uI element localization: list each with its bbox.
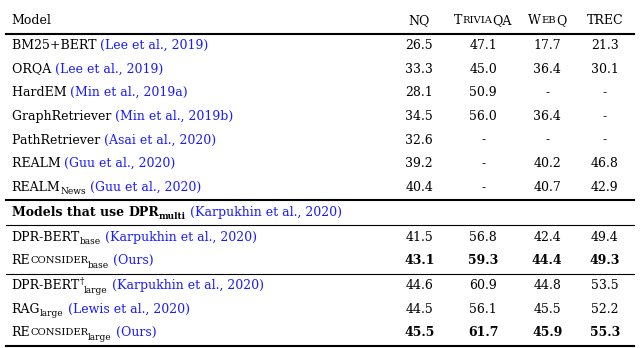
Text: 41.5: 41.5: [405, 231, 433, 244]
Text: HardEM: HardEM: [12, 86, 70, 99]
Text: (Lewis et al., 2020): (Lewis et al., 2020): [63, 303, 189, 316]
Text: 59.3: 59.3: [468, 254, 499, 267]
Text: DPR-BERT: DPR-BERT: [12, 231, 80, 244]
Text: 52.2: 52.2: [591, 303, 618, 316]
Text: BM25+BERT: BM25+BERT: [12, 39, 100, 52]
Text: 55.3: 55.3: [589, 326, 620, 339]
Text: 43.1: 43.1: [404, 254, 435, 267]
Text: base: base: [88, 261, 109, 270]
Text: 49.4: 49.4: [591, 231, 619, 244]
Text: 32.6: 32.6: [405, 134, 433, 147]
Text: (Karpukhin et al., 2020): (Karpukhin et al., 2020): [186, 206, 342, 219]
Text: (Min et al., 2019a): (Min et al., 2019a): [70, 86, 188, 99]
Text: base: base: [80, 237, 101, 246]
Text: 56.1: 56.1: [469, 303, 497, 316]
Text: TREC: TREC: [586, 14, 623, 27]
Text: NQ: NQ: [408, 14, 430, 27]
Text: RE: RE: [12, 326, 30, 339]
Text: 42.4: 42.4: [533, 231, 561, 244]
Text: large: large: [84, 286, 108, 295]
Text: News: News: [60, 187, 86, 196]
Text: -: -: [481, 134, 485, 147]
Text: 53.5: 53.5: [591, 279, 619, 292]
Text: large: large: [40, 309, 63, 318]
Text: 40.2: 40.2: [533, 157, 561, 170]
Text: 46.8: 46.8: [591, 157, 619, 170]
Text: 45.9: 45.9: [532, 326, 563, 339]
Text: 60.9: 60.9: [469, 279, 497, 292]
Text: 56.8: 56.8: [469, 231, 497, 244]
Text: 42.9: 42.9: [591, 181, 619, 194]
Text: (Lee et al., 2019): (Lee et al., 2019): [100, 39, 208, 52]
Text: -: -: [603, 134, 607, 147]
Text: (Karpukhin et al., 2020): (Karpukhin et al., 2020): [101, 231, 257, 244]
Text: -: -: [603, 110, 607, 123]
Text: 47.1: 47.1: [469, 39, 497, 52]
Text: GraphRetriever: GraphRetriever: [12, 110, 115, 123]
Text: †: †: [80, 277, 84, 286]
Text: QA: QA: [493, 14, 512, 27]
Text: 26.5: 26.5: [405, 39, 433, 52]
Text: 40.7: 40.7: [533, 181, 561, 194]
Text: Models that use: Models that use: [12, 206, 128, 219]
Text: 17.7: 17.7: [533, 39, 561, 52]
Text: DPR: DPR: [128, 206, 159, 219]
Text: 40.4: 40.4: [405, 181, 433, 194]
Text: 39.2: 39.2: [405, 157, 433, 170]
Text: large: large: [88, 333, 112, 342]
Text: 61.7: 61.7: [468, 326, 499, 339]
Text: Model: Model: [12, 14, 51, 27]
Text: -: -: [545, 134, 549, 147]
Text: EB: EB: [541, 16, 556, 25]
Text: RE: RE: [12, 254, 30, 267]
Text: CONSIDER: CONSIDER: [30, 329, 88, 338]
Text: 44.6: 44.6: [405, 279, 433, 292]
Text: CONSIDER: CONSIDER: [30, 256, 88, 265]
Text: 56.0: 56.0: [469, 110, 497, 123]
Text: 36.4: 36.4: [533, 63, 561, 76]
Text: (Ours): (Ours): [109, 254, 154, 267]
Text: 30.1: 30.1: [591, 63, 619, 76]
Text: RIVIA: RIVIA: [463, 16, 493, 25]
Text: (Guu et al., 2020): (Guu et al., 2020): [64, 157, 175, 170]
Text: 45.5: 45.5: [533, 303, 561, 316]
Text: T: T: [454, 14, 463, 27]
Text: ORQA: ORQA: [12, 63, 55, 76]
Text: (Min et al., 2019b): (Min et al., 2019b): [115, 110, 233, 123]
Text: -: -: [545, 86, 549, 99]
Text: (Asai et al., 2020): (Asai et al., 2020): [104, 134, 216, 147]
Text: RAG: RAG: [12, 303, 40, 316]
Text: (Ours): (Ours): [112, 326, 157, 339]
Text: 28.1: 28.1: [405, 86, 433, 99]
Text: REALM: REALM: [12, 157, 64, 170]
Text: (Guu et al., 2020): (Guu et al., 2020): [86, 181, 201, 194]
Text: 49.3: 49.3: [589, 254, 620, 267]
Text: Q: Q: [556, 14, 566, 27]
Text: (Lee et al., 2019): (Lee et al., 2019): [55, 63, 163, 76]
Text: 44.5: 44.5: [405, 303, 433, 316]
Text: DPR-BERT: DPR-BERT: [12, 279, 80, 292]
Text: 33.3: 33.3: [405, 63, 433, 76]
Text: 36.4: 36.4: [533, 110, 561, 123]
Text: 50.9: 50.9: [469, 86, 497, 99]
Text: -: -: [481, 181, 485, 194]
Text: (Karpukhin et al., 2020): (Karpukhin et al., 2020): [108, 279, 264, 292]
Text: REALM: REALM: [12, 181, 60, 194]
Text: multi: multi: [159, 212, 186, 221]
Text: PathRetriever: PathRetriever: [12, 134, 104, 147]
Text: 45.5: 45.5: [404, 326, 435, 339]
Text: -: -: [481, 157, 485, 170]
Text: W: W: [528, 14, 541, 27]
Text: 44.8: 44.8: [533, 279, 561, 292]
Text: 34.5: 34.5: [405, 110, 433, 123]
Text: 44.4: 44.4: [532, 254, 563, 267]
Text: 45.0: 45.0: [469, 63, 497, 76]
Text: 21.3: 21.3: [591, 39, 619, 52]
Text: -: -: [603, 86, 607, 99]
